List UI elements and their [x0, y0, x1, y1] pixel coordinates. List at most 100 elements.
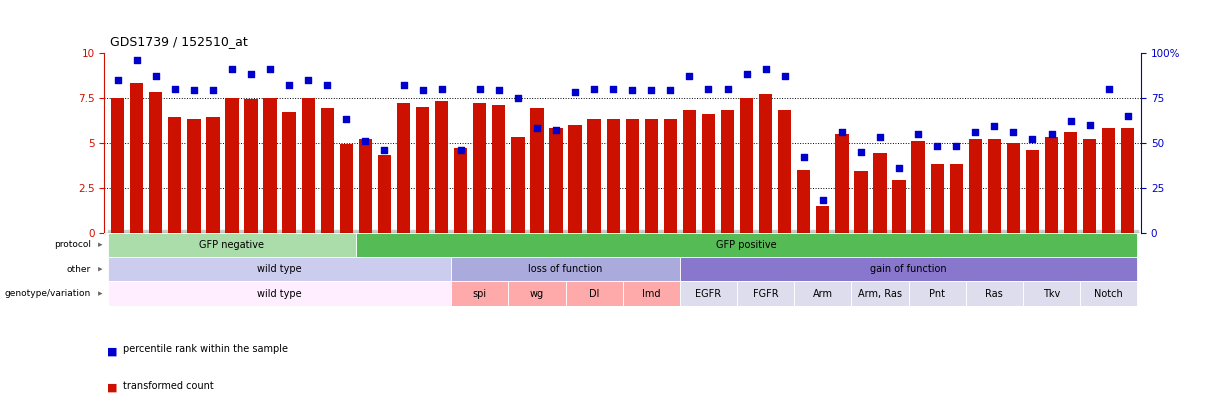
- Bar: [1121, 128, 1135, 232]
- Bar: [302, 98, 315, 232]
- Point: [946, 143, 966, 149]
- Point: [318, 82, 337, 88]
- Point: [984, 123, 1004, 130]
- Text: Arm, Ras: Arm, Ras: [858, 289, 902, 298]
- Point: [242, 71, 261, 77]
- Point: [1042, 130, 1061, 137]
- Bar: [892, 180, 906, 232]
- Bar: [798, 170, 811, 232]
- Point: [566, 89, 585, 96]
- Point: [832, 128, 852, 135]
- Bar: [682, 110, 696, 232]
- Bar: [568, 125, 582, 232]
- Text: wg: wg: [530, 289, 544, 298]
- Point: [870, 134, 890, 141]
- Point: [126, 57, 146, 63]
- Bar: [226, 98, 239, 232]
- Point: [756, 66, 775, 72]
- Bar: [988, 139, 1001, 232]
- Text: ■: ■: [107, 383, 118, 393]
- Point: [736, 71, 756, 77]
- Bar: [1080, 281, 1137, 306]
- Bar: [566, 281, 622, 306]
- Bar: [644, 119, 658, 232]
- Bar: [816, 206, 829, 232]
- Bar: [1006, 143, 1020, 232]
- Point: [184, 87, 204, 94]
- Point: [1099, 85, 1119, 92]
- Bar: [340, 145, 353, 232]
- Bar: [720, 110, 734, 232]
- Text: GFP positive: GFP positive: [717, 240, 777, 250]
- Bar: [168, 117, 182, 232]
- Point: [508, 94, 528, 101]
- Point: [660, 87, 680, 94]
- Bar: [356, 232, 1137, 257]
- Point: [146, 73, 166, 79]
- Point: [336, 116, 356, 122]
- Point: [374, 147, 394, 153]
- Bar: [622, 281, 680, 306]
- Text: gain of function: gain of function: [870, 264, 947, 274]
- Bar: [874, 153, 887, 232]
- Bar: [150, 92, 162, 232]
- Bar: [452, 281, 508, 306]
- Point: [1004, 128, 1023, 135]
- Point: [642, 87, 661, 94]
- Text: Tkv: Tkv: [1043, 289, 1060, 298]
- Bar: [740, 98, 753, 232]
- Point: [794, 154, 814, 160]
- Bar: [966, 281, 1023, 306]
- Text: Imd: Imd: [642, 289, 660, 298]
- Bar: [416, 107, 429, 232]
- Point: [164, 85, 184, 92]
- Point: [470, 85, 490, 92]
- Bar: [1064, 132, 1077, 232]
- Bar: [530, 109, 544, 232]
- Point: [280, 82, 299, 88]
- Point: [108, 77, 128, 83]
- Bar: [1083, 139, 1096, 232]
- Bar: [794, 281, 852, 306]
- Text: GFP negative: GFP negative: [200, 240, 265, 250]
- Text: protocol: protocol: [54, 240, 91, 249]
- Point: [394, 82, 413, 88]
- Bar: [108, 257, 452, 281]
- Point: [1022, 136, 1042, 142]
- Bar: [626, 119, 639, 232]
- Text: spi: spi: [472, 289, 487, 298]
- Bar: [474, 103, 486, 232]
- Point: [450, 147, 470, 153]
- Point: [908, 130, 928, 137]
- Bar: [434, 101, 448, 232]
- Text: Dl: Dl: [589, 289, 599, 298]
- Text: GDS1739 / 152510_at: GDS1739 / 152510_at: [110, 35, 248, 48]
- Bar: [664, 119, 677, 232]
- Bar: [702, 114, 715, 232]
- Bar: [930, 164, 944, 232]
- Bar: [108, 281, 452, 306]
- Bar: [836, 134, 849, 232]
- Text: ■: ■: [107, 346, 118, 356]
- Bar: [1026, 150, 1039, 232]
- Point: [680, 73, 699, 79]
- Point: [528, 125, 547, 132]
- Bar: [512, 137, 525, 232]
- Text: wild type: wild type: [258, 289, 302, 298]
- Bar: [737, 281, 794, 306]
- Text: genotype/variation: genotype/variation: [5, 289, 91, 298]
- Bar: [1102, 128, 1115, 232]
- Point: [890, 164, 909, 171]
- Point: [222, 66, 242, 72]
- Bar: [396, 103, 410, 232]
- Text: other: other: [66, 264, 91, 274]
- Point: [260, 66, 280, 72]
- Bar: [778, 110, 791, 232]
- Bar: [110, 98, 124, 232]
- Bar: [320, 109, 334, 232]
- Point: [412, 87, 432, 94]
- Bar: [282, 112, 296, 232]
- Bar: [378, 155, 391, 232]
- Point: [928, 143, 947, 149]
- Bar: [1045, 137, 1058, 232]
